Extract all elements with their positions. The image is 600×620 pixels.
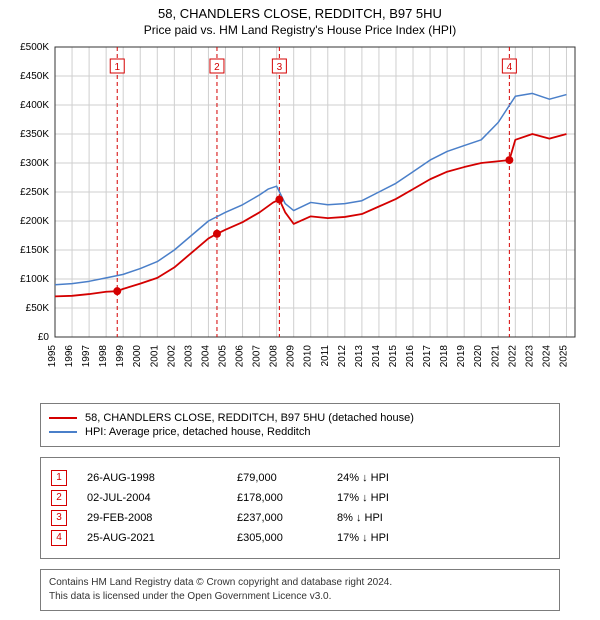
legend-item-hpi: HPI: Average price, detached house, Redd… [49,426,551,438]
legend: 58, CHANDLERS CLOSE, REDDITCH, B97 5HU (… [40,403,560,447]
svg-text:£100K: £100K [20,274,49,285]
svg-text:2011: 2011 [320,345,331,367]
svg-text:3: 3 [277,62,283,73]
svg-text:£250K: £250K [20,187,49,198]
legend-swatch-hpi [49,431,77,433]
svg-text:2010: 2010 [303,345,314,368]
sale-price: £79,000 [237,472,337,484]
svg-text:2002: 2002 [166,345,177,368]
footer-line2: This data is licensed under the Open Gov… [49,590,551,604]
svg-text:2021: 2021 [490,345,501,368]
svg-text:2024: 2024 [541,345,552,368]
svg-text:2019: 2019 [456,345,467,368]
svg-text:1999: 1999 [115,345,126,368]
sale-marker-1: 1 [51,470,67,486]
svg-text:£450K: £450K [20,71,49,82]
svg-text:2008: 2008 [269,345,280,368]
title-address: 58, CHANDLERS CLOSE, REDDITCH, B97 5HU [0,6,600,21]
svg-text:4: 4 [507,62,513,73]
svg-text:1: 1 [114,62,120,73]
svg-text:2005: 2005 [217,345,228,368]
sale-diff: 17% ↓ HPI [337,492,549,504]
svg-text:2022: 2022 [507,345,518,368]
svg-text:£400K: £400K [20,100,49,111]
svg-text:£200K: £200K [20,216,49,227]
svg-text:2015: 2015 [388,345,399,368]
svg-text:2016: 2016 [405,345,416,368]
svg-text:£0: £0 [38,332,50,343]
sale-marker-3: 3 [51,510,67,526]
svg-text:2003: 2003 [183,345,194,368]
title-subtitle: Price paid vs. HM Land Registry's House … [0,23,600,37]
footer-attribution: Contains HM Land Registry data © Crown c… [40,569,560,611]
sale-date: 29-FEB-2008 [87,512,237,524]
sale-price: £237,000 [237,512,337,524]
svg-text:£50K: £50K [26,303,50,314]
svg-text:£150K: £150K [20,245,49,256]
svg-text:2001: 2001 [149,345,160,368]
legend-label-property: 58, CHANDLERS CLOSE, REDDITCH, B97 5HU (… [85,412,414,424]
svg-text:2014: 2014 [371,345,382,368]
table-row: 3 29-FEB-2008 £237,000 8% ↓ HPI [51,510,549,526]
svg-text:1997: 1997 [81,345,92,368]
svg-text:2017: 2017 [422,345,433,368]
svg-text:2009: 2009 [286,345,297,368]
sale-price: £178,000 [237,492,337,504]
legend-item-property: 58, CHANDLERS CLOSE, REDDITCH, B97 5HU (… [49,412,551,424]
svg-text:2020: 2020 [473,345,484,368]
svg-text:2012: 2012 [337,345,348,368]
legend-label-hpi: HPI: Average price, detached house, Redd… [85,426,310,438]
legend-swatch-property [49,417,77,419]
svg-text:2013: 2013 [354,345,365,368]
svg-text:2007: 2007 [252,345,263,368]
page-container: 58, CHANDLERS CLOSE, REDDITCH, B97 5HU P… [0,0,600,611]
svg-text:2023: 2023 [524,345,535,368]
chart-area: £0 £50K £100K £150K £200K £250K £300K £350K £400… [0,37,600,395]
sale-date: 02-JUL-2004 [87,492,237,504]
title-block: 58, CHANDLERS CLOSE, REDDITCH, B97 5HU P… [0,0,600,37]
sale-diff: 24% ↓ HPI [337,472,549,484]
svg-text:2: 2 [214,62,220,73]
table-row: 2 02-JUL-2004 £178,000 17% ↓ HPI [51,490,549,506]
sale-diff: 17% ↓ HPI [337,532,549,544]
svg-text:2006: 2006 [235,345,246,368]
svg-text:2018: 2018 [439,345,450,368]
sales-table: 1 26-AUG-1998 £79,000 24% ↓ HPI 2 02-JUL… [40,457,560,559]
svg-text:1996: 1996 [64,345,75,368]
svg-text:£350K: £350K [20,129,49,140]
sale-price: £305,000 [237,532,337,544]
sale-marker-4: 4 [51,530,67,546]
sale-date: 25-AUG-2021 [87,532,237,544]
table-row: 4 25-AUG-2021 £305,000 17% ↓ HPI [51,530,549,546]
svg-text:2025: 2025 [558,345,569,368]
table-row: 1 26-AUG-1998 £79,000 24% ↓ HPI [51,470,549,486]
sale-diff: 8% ↓ HPI [337,512,549,524]
svg-text:1995: 1995 [47,345,58,368]
footer-line1: Contains HM Land Registry data © Crown c… [49,576,551,590]
svg-text:£500K: £500K [20,42,49,53]
sale-date: 26-AUG-1998 [87,472,237,484]
svg-text:2000: 2000 [132,345,143,368]
sale-marker-2: 2 [51,490,67,506]
price-chart: £0 £50K £100K £150K £200K £250K £300K £350K £400… [0,37,600,395]
svg-text:2004: 2004 [200,345,211,368]
svg-text:£300K: £300K [20,158,49,169]
svg-text:1998: 1998 [98,345,109,368]
